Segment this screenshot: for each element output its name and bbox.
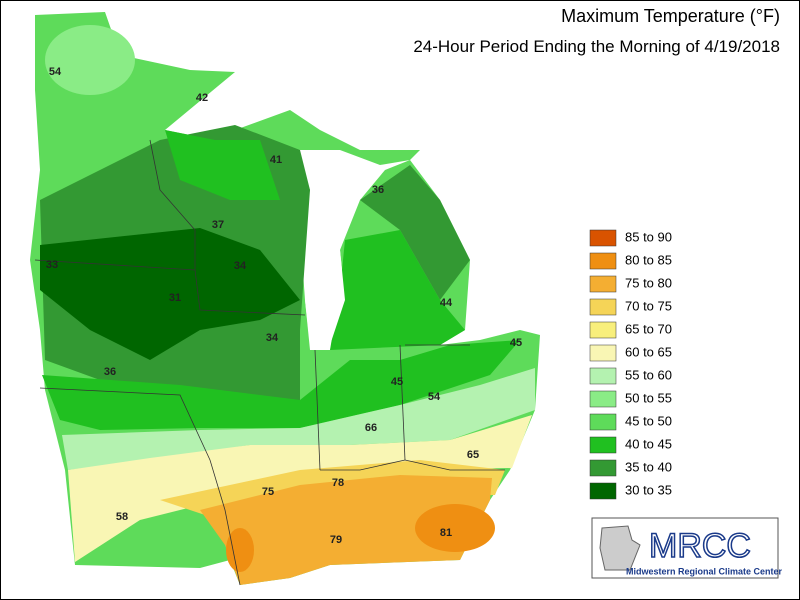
station-value: 41 <box>270 154 282 166</box>
map-title: Maximum Temperature (°F) <box>561 6 780 26</box>
map-subtitle: 24-Hour Period Ending the Morning of 4/1… <box>413 37 780 56</box>
station-value: 37 <box>212 219 224 231</box>
legend: 85 to 90 80 to 85 75 to 80 70 to 75 65 to 70… <box>589 229 672 500</box>
station-value: 42 <box>196 92 208 104</box>
legend-label: 50 to 55 <box>625 390 672 405</box>
station-value: 54 <box>49 66 62 78</box>
legend-label: 85 to 90 <box>625 229 672 244</box>
logo-icon <box>599 525 641 571</box>
station-value: 58 <box>116 511 128 523</box>
station-value: 31 <box>169 292 181 304</box>
legend-swatch <box>589 436 617 454</box>
legend-label: 65 to 70 <box>625 321 672 336</box>
station-value: 66 <box>365 422 377 434</box>
logo-full-name: Midwestern Regional Climate Center <box>626 566 783 576</box>
legend-label: 55 to 60 <box>625 367 672 382</box>
legend-label: 45 to 50 <box>625 413 672 428</box>
legend-swatch <box>589 390 617 408</box>
station-value: 45 <box>391 376 403 388</box>
legend-label: 80 to 85 <box>625 252 672 267</box>
station-value: 36 <box>104 366 116 378</box>
legend-swatch <box>589 275 617 293</box>
station-labels: 54 42 41 36 37 33 34 31 34 44 45 36 45 54 66 65 75 78 58 79… <box>46 66 522 546</box>
legend-swatch <box>589 413 617 431</box>
legend-swatch <box>589 298 617 316</box>
station-value: 34 <box>266 332 279 344</box>
station-value: 78 <box>332 477 344 489</box>
station-value: 54 <box>428 391 441 403</box>
station-value: 75 <box>262 486 274 498</box>
logo-name: MRCC <box>649 527 751 565</box>
legend-swatch <box>589 252 617 270</box>
station-value: 36 <box>372 184 384 196</box>
legend-swatch <box>589 321 617 339</box>
legend-label: 60 to 65 <box>625 344 672 359</box>
station-value: 33 <box>46 259 58 271</box>
station-value: 81 <box>440 527 452 539</box>
legend-swatch <box>589 229 617 247</box>
station-value: 79 <box>330 534 342 546</box>
station-value: 45 <box>510 337 522 349</box>
legend-swatch <box>589 459 617 477</box>
legend-label: 30 to 35 <box>625 482 672 497</box>
legend-label: 75 to 80 <box>625 275 672 290</box>
legend-label: 70 to 75 <box>625 298 672 313</box>
map-regions <box>30 12 540 585</box>
legend-swatch <box>589 344 617 362</box>
state-lines <box>34 139 505 586</box>
station-value: 65 <box>467 449 479 461</box>
legend-swatch <box>589 482 617 500</box>
legend-swatch <box>589 367 617 385</box>
legend-label: 40 to 45 <box>625 436 672 451</box>
logo: MRCC Midwestern Regional Climate Center <box>591 517 783 579</box>
legend-label: 35 to 40 <box>625 459 672 474</box>
station-value: 34 <box>234 260 247 272</box>
station-value: 44 <box>440 297 453 309</box>
